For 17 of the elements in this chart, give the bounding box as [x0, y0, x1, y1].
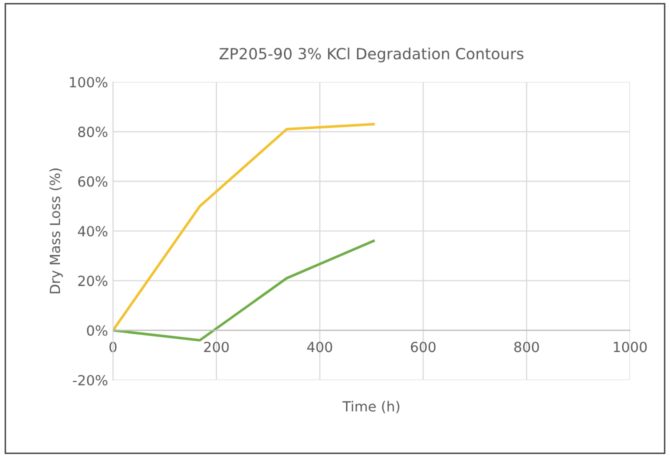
- y-tick-label: 100%: [70, 76, 108, 88]
- y-tick-label: 40%: [78, 226, 108, 236]
- y-tick-label: 60%: [78, 176, 108, 187]
- x-tick-label: 800: [514, 342, 539, 352]
- x-tick-label: 200: [204, 342, 229, 352]
- x-tick-label: 600: [410, 342, 436, 352]
- x-tick-label: 1000: [614, 342, 647, 352]
- line-series: [113, 240, 375, 342]
- y-tick-label: 20%: [78, 276, 108, 286]
- x-axis-title: Time (h): [342, 400, 400, 414]
- y-tick-label: 0%: [87, 325, 108, 336]
- y-tick-label: -20%: [72, 374, 108, 386]
- y-tick-label: 80%: [78, 126, 108, 138]
- line-series: [113, 122, 375, 332]
- chart-title: ZP205-90 3% KCl Degradation Contours: [220, 48, 524, 62]
- y-axis-title: Dry Mass Loss (%): [49, 168, 63, 294]
- x-tick-label: 400: [307, 342, 332, 352]
